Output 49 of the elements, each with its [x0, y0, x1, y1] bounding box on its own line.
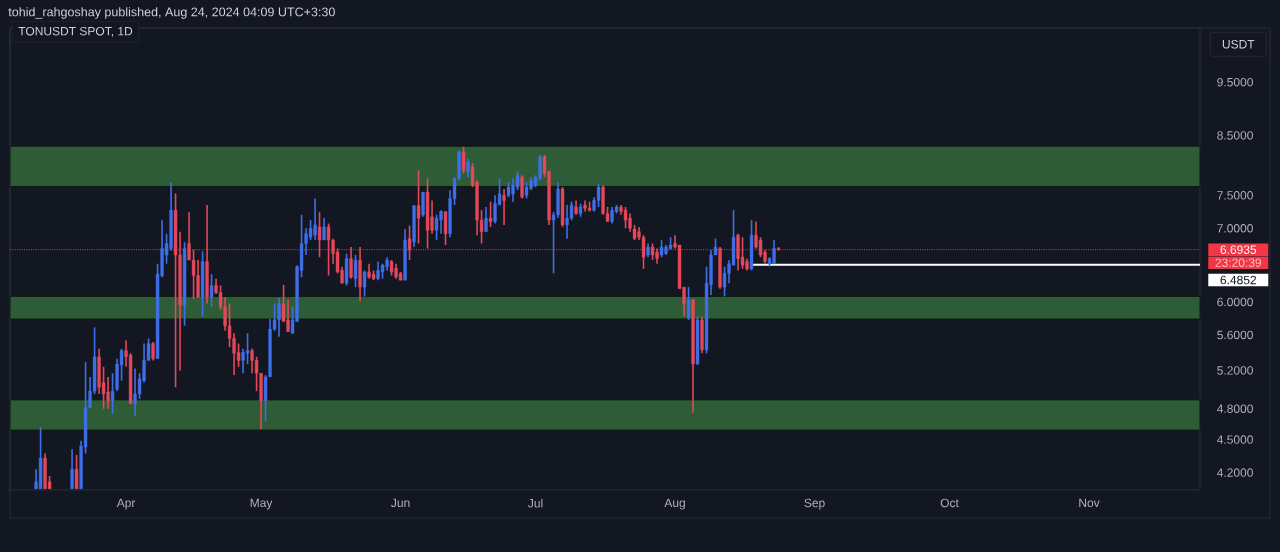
candlestick	[74, 453, 79, 490]
y-tick-label: 7.5000	[1217, 191, 1253, 200]
x-tick-label: Oct	[940, 498, 959, 508]
candlestick	[461, 145, 466, 175]
candlestick	[740, 236, 745, 270]
x-tick-label: Jul	[528, 498, 543, 508]
y-tick-label: 5.6000	[1217, 330, 1253, 340]
x-tick-label: Sep	[804, 498, 825, 510]
y-tick-label: 7.0000	[1217, 224, 1253, 233]
candlestick	[686, 286, 691, 321]
x-tick-label: Nov	[1079, 498, 1100, 508]
text: tohid_rahgoshay published, Aug 24, 2024 04:09 UTC+3:30	[8, 7, 335, 19]
y-axis-title: USDT	[1222, 40, 1255, 49]
candlestick	[209, 273, 214, 308]
candlestick	[434, 214, 439, 241]
ref-line-label: 6.6935	[1220, 245, 1257, 254]
y-tick-label: 5.2000	[1217, 366, 1253, 375]
candlestick	[200, 250, 205, 318]
text: 23:20:39	[1215, 258, 1262, 267]
data-label: 6.4852	[1220, 275, 1257, 285]
candlestick	[353, 254, 358, 288]
candlestick	[173, 192, 178, 389]
candlestick	[326, 222, 331, 277]
x-tick-label: May	[250, 498, 273, 510]
candlestick	[695, 315, 700, 366]
candlestick	[407, 224, 412, 261]
y-tick-label: 4.8000	[1216, 404, 1253, 413]
candlestick	[416, 169, 421, 245]
candlestick	[488, 200, 493, 228]
candlestick	[596, 183, 601, 208]
chart-title: TONUSDT SPOT, 1D	[18, 26, 133, 37]
x-tick-label: Jun	[391, 498, 410, 508]
y-tick-label: 6.0000	[1217, 297, 1253, 307]
y-tick-label: 8.5000	[1217, 131, 1253, 140]
candlestick	[38, 426, 43, 490]
y-tick-label: 4.5000	[1216, 435, 1253, 444]
y-tick-label: 4.2000	[1216, 468, 1253, 477]
candlestick	[425, 177, 430, 250]
candlestick	[362, 269, 367, 298]
candlestick	[182, 241, 187, 327]
x-tick-label: Aug	[664, 498, 685, 510]
candlestick	[560, 186, 565, 228]
x-tick-label: Apr	[116, 498, 136, 510]
candlestick	[443, 210, 448, 246]
candlestick	[317, 211, 322, 258]
candlestick	[344, 252, 349, 287]
candlestick	[623, 206, 628, 230]
candlestick	[749, 219, 754, 272]
y-tick-label: 9.5000	[1217, 77, 1253, 87]
